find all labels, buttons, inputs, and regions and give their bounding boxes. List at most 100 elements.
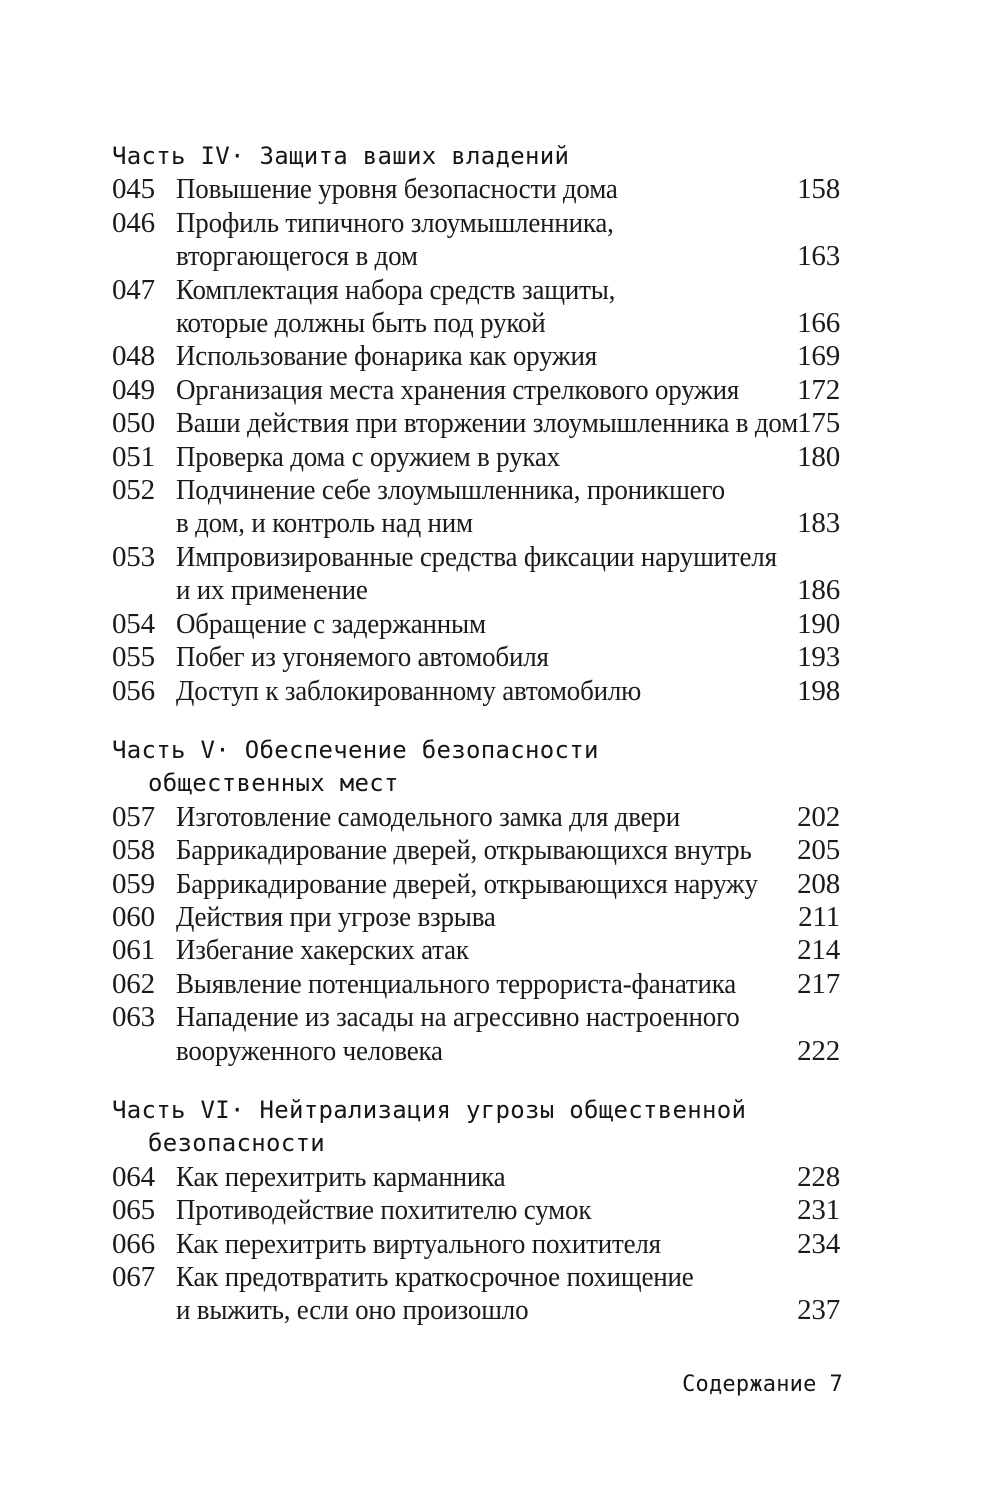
entry-title-line: Подчинение себе злоумышленника, проникше… xyxy=(176,474,725,507)
entry-number: 063 xyxy=(112,1001,155,1034)
entry-number: 056 xyxy=(112,674,155,707)
toc-entry: 047 Комплектация набора средств защиты, ко… xyxy=(112,274,840,341)
entry-page-number: 202 xyxy=(797,800,840,833)
entry-title-line: Комплектация набора средств защиты, xyxy=(176,273,616,306)
entry-title-line: Как перехитрить карманника xyxy=(176,1160,506,1193)
entry-title: Противодействие похитителю сумок xyxy=(176,1194,789,1227)
toc-entry: 062 Выявление потенциального террориста-ф… xyxy=(112,968,840,1001)
entry-page-number: 190 xyxy=(797,607,840,640)
entry-title-line: Использование фонарика как оружия xyxy=(176,340,597,373)
toc-section: Часть IV· Защита ваших владений 045 Повыше… xyxy=(112,140,840,708)
section-heading-line: Часть V· Обеспечение безопасности xyxy=(112,735,599,764)
section-heading-line: Часть IV· Защита ваших владений xyxy=(112,142,570,170)
entry-number: 062 xyxy=(112,967,155,1000)
toc-entry: 053 Импровизированные средства фиксации н… xyxy=(112,541,840,608)
entry-title-line: Организация места хранения стрелкового о… xyxy=(176,373,740,406)
entry-title: Изготовление самодельного замка для двер… xyxy=(176,801,789,834)
entry-number: 059 xyxy=(112,867,155,900)
footer-section-label: Содержание xyxy=(682,1372,817,1397)
entry-page-number: 217 xyxy=(797,967,840,1000)
entry-number: 053 xyxy=(112,540,155,573)
entry-title: Организация места хранения стрелкового о… xyxy=(176,374,789,407)
entry-title: Комплектация набора средств защиты, котор… xyxy=(176,274,789,341)
page-footer: Содержание 7 xyxy=(682,1372,843,1398)
entry-title-line: Нападение из засады на агрессивно настро… xyxy=(176,1001,740,1034)
section-heading: Часть VI· Нейтрализация угрозы обществен… xyxy=(112,1094,840,1161)
entry-title-line: Обращение с задержанным xyxy=(176,607,486,640)
footer-page-number: 7 xyxy=(829,1372,843,1397)
entry-title: Подчинение себе злоумышленника, проникше… xyxy=(176,474,789,541)
toc-entry: 059 Баррикадирование дверей, открывающихс… xyxy=(112,868,840,901)
entry-title-line: Выявление потенциального террориста-фана… xyxy=(176,967,737,1000)
entry-title: Выявление потенциального террориста-фана… xyxy=(176,968,789,1001)
entry-title-line: Действия при угрозе взрыва xyxy=(176,900,496,933)
entry-number: 067 xyxy=(112,1261,155,1293)
entry-title: Баррикадирование дверей, открывающихся н… xyxy=(176,868,789,901)
toc: Часть IV· Защита ваших владений 045 Повыше… xyxy=(112,140,840,1328)
entry-number: 058 xyxy=(112,834,155,867)
entry-number: 050 xyxy=(112,407,155,440)
entry-title: Профиль типичного злоумышленника, вторгаю… xyxy=(176,207,789,274)
entry-number: 057 xyxy=(112,800,155,833)
entry-page-number: 211 xyxy=(798,900,840,933)
toc-entry: 056 Доступ к заблокированному автомобилю 1… xyxy=(112,675,840,708)
entry-page-number: 180 xyxy=(797,440,840,473)
entry-title-line: вторгающегося в дом xyxy=(176,240,418,273)
entry-page-number: 193 xyxy=(797,641,840,674)
entry-number: 052 xyxy=(112,474,155,507)
entry-number: 047 xyxy=(112,273,155,306)
toc-entry: 048 Использование фонарика как оружия 169 xyxy=(112,340,840,373)
entry-number: 051 xyxy=(112,440,155,473)
entry-title: Избегание хакерских атак xyxy=(176,934,789,967)
toc-entry: 061 Избегание хакерских атак 214 xyxy=(112,934,840,967)
toc-entry: 051 Проверка дома с оружием в руках 180 xyxy=(112,441,840,474)
toc-entry: 058 Баррикадирование дверей, открывающихс… xyxy=(112,834,840,867)
entry-page-number: 222 xyxy=(797,1034,840,1067)
entry-number: 060 xyxy=(112,900,155,933)
toc-entry: 057 Изготовление самодельного замка для д… xyxy=(112,801,840,834)
toc-entry: 046 Профиль типичного злоумышленника, втор… xyxy=(112,207,840,274)
entry-title: Баррикадирование дверей, открывающихся в… xyxy=(176,834,789,867)
entry-title-line: Баррикадирование дверей, открывающихся в… xyxy=(176,834,752,867)
entry-page-number: 175 xyxy=(797,407,840,440)
toc-section: Часть VI· Нейтрализация угрозы обществен… xyxy=(112,1094,840,1328)
section-heading-line: Часть VI· Нейтрализация угрозы обществен… xyxy=(112,1095,747,1124)
entry-title-line: Изготовление самодельного замка для двер… xyxy=(176,800,680,833)
entry-title-line: Как перехитрить виртуального похитителя xyxy=(176,1227,661,1260)
entry-page-number: 214 xyxy=(797,934,840,967)
entry-page-number: 158 xyxy=(797,173,840,206)
entry-page-number: 169 xyxy=(797,340,840,373)
entry-title: Доступ к заблокированному автомобилю xyxy=(176,675,789,708)
entry-title-line: Проверка дома с оружием в руках xyxy=(176,440,560,473)
entry-page-number: 198 xyxy=(797,674,840,707)
toc-entry: 055 Побег из угоняемого автомобиля 193 xyxy=(112,641,840,674)
entry-number: 064 xyxy=(112,1160,155,1193)
toc-entry: 045 Повышение уровня безопасности дома 158 xyxy=(112,173,840,206)
entry-title: Как перехитрить карманника xyxy=(176,1161,789,1194)
entry-page-number: 186 xyxy=(797,574,840,607)
entry-number: 045 xyxy=(112,173,155,206)
entry-title-line: вооруженного человека xyxy=(176,1034,443,1067)
entry-title: Повышение уровня безопасности дома xyxy=(176,173,789,206)
entry-title-line: в дом, и контроль над ним xyxy=(176,507,473,540)
entry-title-line: и их применение xyxy=(176,574,368,607)
entry-title-line: Побег из угоняемого автомобиля xyxy=(176,641,549,674)
entry-number: 048 xyxy=(112,340,155,373)
entry-number: 061 xyxy=(112,934,155,967)
entry-page-number: 234 xyxy=(797,1227,840,1260)
entry-page-number: 208 xyxy=(797,867,840,900)
entry-number: 066 xyxy=(112,1227,155,1260)
entry-title-line: и выжить, если оно произошло xyxy=(176,1294,529,1327)
entry-title: Как перехитрить виртуального похитителя xyxy=(176,1228,789,1261)
entry-title-line: Импровизированные средства фиксации нару… xyxy=(176,540,777,573)
entry-title: Нападение из засады на агрессивно настро… xyxy=(176,1001,789,1068)
entry-title-line: Ваши действия при вторжении злоумышленни… xyxy=(176,407,799,440)
toc-entry: 060 Действия при угрозе взрыва 211 xyxy=(112,901,840,934)
entry-title: Использование фонарика как оружия xyxy=(176,340,789,373)
entry-number: 046 xyxy=(112,206,155,239)
entry-title-line: Как предотвратить краткосрочное похищени… xyxy=(176,1261,694,1293)
entry-page-number: 163 xyxy=(797,240,840,273)
entry-title: Как предотвратить краткосрочное похищени… xyxy=(176,1261,789,1328)
entry-title: Побег из угоняемого автомобиля xyxy=(176,641,789,674)
section-heading-line: общественных мест xyxy=(148,769,399,798)
